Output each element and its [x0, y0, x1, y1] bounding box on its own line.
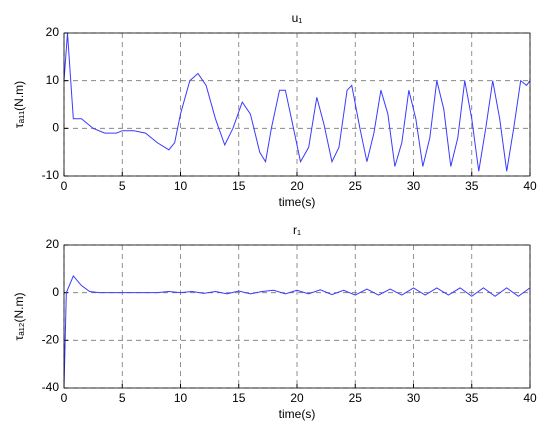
- y-tick-label: -40: [42, 380, 60, 394]
- x-tick-label: 15: [232, 179, 246, 193]
- x-tick-label: 15: [232, 391, 246, 405]
- data-line: [63, 32, 531, 172]
- x-tick-label: 35: [465, 179, 479, 193]
- x-tick-label: 10: [174, 179, 188, 193]
- x-tick-label: 5: [119, 179, 126, 193]
- data-line: [63, 275, 531, 389]
- x-tick-label: 35: [465, 391, 479, 405]
- y-tick-label: 10: [46, 73, 60, 87]
- axes-box: [63, 32, 531, 177]
- y-tick-label: 20: [46, 25, 60, 39]
- x-tick-label: 20: [290, 179, 304, 193]
- x-tick-label: 40: [523, 391, 537, 405]
- y-tick-label: 0: [52, 121, 59, 135]
- y-axis-label: τₐ₁₂(N.m): [12, 293, 26, 341]
- x-axis-label: time(s): [279, 195, 316, 209]
- x-tick-label: 20: [290, 391, 304, 405]
- chart-title: u₁: [292, 11, 303, 25]
- x-tick-label: 40: [523, 179, 537, 193]
- x-tick-label: 0: [61, 179, 68, 193]
- x-tick-label: 30: [407, 391, 421, 405]
- chart-title: r₁: [293, 223, 301, 237]
- y-tick-label: -10: [42, 168, 60, 182]
- x-tick-label: 25: [349, 179, 363, 193]
- x-tick-label: 10: [174, 391, 188, 405]
- x-axis-label: time(s): [279, 407, 316, 421]
- x-tick-label: 25: [349, 391, 363, 405]
- y-axis-label: τₐ₁₁(N.m): [12, 81, 26, 128]
- x-tick-label: 30: [407, 179, 421, 193]
- axes-box: [63, 244, 531, 389]
- x-tick-label: 5: [119, 391, 126, 405]
- y-tick-label: -20: [42, 333, 60, 347]
- x-tick-label: 0: [61, 391, 68, 405]
- y-tick-label: 0: [52, 285, 59, 299]
- y-tick-label: 20: [46, 237, 60, 251]
